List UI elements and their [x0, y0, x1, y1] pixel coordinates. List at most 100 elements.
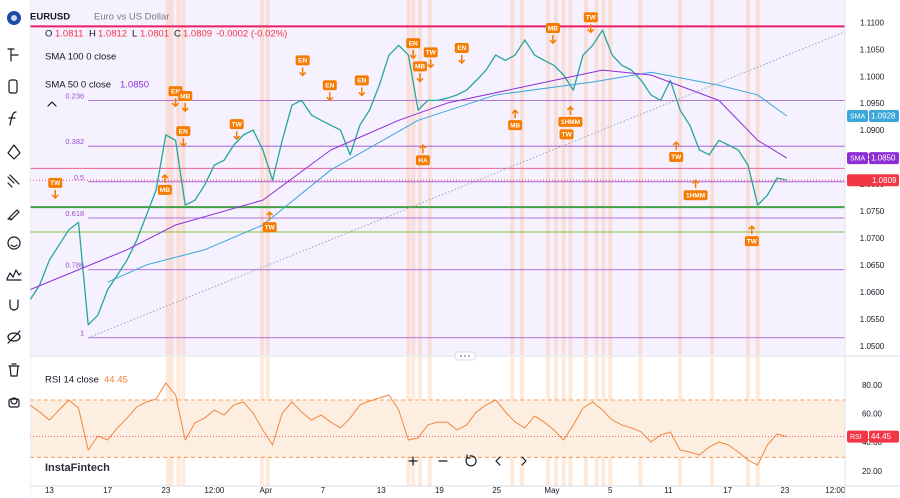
pattern-label-text: MB — [510, 122, 520, 129]
header: EURUSD Euro vs US Dollar O 1.0811 H 1.08… — [30, 12, 287, 474]
rsi-plot — [30, 357, 845, 486]
pattern-arrow — [587, 24, 595, 34]
pattern-label-box — [415, 155, 430, 166]
pattern-label: 1HMM — [683, 179, 708, 201]
x-tick-label: 19 — [435, 486, 444, 495]
pattern-highlight — [745, 0, 750, 355]
badge-box — [869, 430, 899, 443]
last-value-badge: 1.0809 — [847, 174, 899, 187]
tool-trash[interactable] — [8, 363, 20, 377]
y-tick-label: 1.0600 — [860, 288, 885, 297]
pattern-highlight — [678, 0, 683, 355]
plot-background — [30, 0, 845, 355]
pattern-label-text: MB — [160, 187, 170, 194]
ohlc-key: L — [132, 29, 137, 40]
last-value-badge: SMA 1.0928 — [847, 109, 899, 122]
y-tick-label: 1.0500 — [860, 342, 885, 351]
pattern-label-box — [423, 47, 438, 58]
pane-handle[interactable] — [454, 351, 476, 361]
pattern-arrow — [748, 225, 756, 235]
pattern-arrow — [179, 138, 187, 148]
pattern-label-text: EN — [325, 82, 334, 89]
price-plot: 0.2360.3820.50.6180.7861TWENMBENMBTWTWEN… — [30, 0, 845, 355]
scroll-right[interactable] — [521, 456, 527, 466]
rsi-legend-value: 44.45 — [104, 375, 128, 386]
scroll-left[interactable] — [495, 456, 501, 466]
pattern-label: EN — [354, 75, 369, 97]
tool-emoji[interactable] — [7, 236, 21, 250]
pattern-arrow — [427, 59, 435, 69]
pattern-label-box — [262, 222, 277, 233]
rsi-legend[interactable]: RSI 14 close — [45, 375, 99, 386]
pattern-highlight — [608, 0, 613, 355]
x-tick-label: 23 — [161, 486, 170, 495]
pattern-label-text: EN — [457, 45, 466, 52]
sma-legend[interactable]: SMA 50 0 close — [45, 80, 111, 91]
zoom-in[interactable] — [408, 456, 418, 466]
sma-legend-value: 1.0850 — [120, 80, 149, 91]
tool-hide[interactable] — [7, 330, 21, 344]
pattern-label-text: TW — [747, 238, 758, 245]
pattern-label: TW — [423, 47, 438, 69]
pattern-label: TW — [262, 211, 277, 233]
tool-brush[interactable] — [7, 209, 20, 221]
y-tick-label: 1.0750 — [860, 207, 885, 216]
pattern-label-box — [48, 177, 63, 188]
tool-fib[interactable] — [7, 174, 20, 188]
tool-line[interactable] — [8, 79, 18, 94]
ohlc-value: 1.0811 — [55, 29, 83, 40]
badge-box — [847, 430, 868, 443]
pattern-label: TW — [669, 140, 684, 162]
tool-pattern[interactable] — [6, 269, 22, 281]
x-tick-label: 23 — [780, 486, 789, 495]
trendline — [88, 31, 845, 339]
pattern-highlight — [594, 0, 599, 355]
series-line — [30, 29, 787, 326]
x-tick-label: 12:00 — [204, 486, 225, 495]
tool-fx[interactable] — [8, 111, 17, 126]
x-tick-label: May — [544, 486, 559, 495]
pattern-label-box — [295, 55, 310, 66]
series-line — [107, 71, 788, 283]
pattern-label-box — [176, 126, 191, 137]
pattern-highlight — [710, 0, 715, 355]
pattern-arrow — [161, 173, 169, 183]
ohlc-key: H — [89, 29, 96, 40]
pattern-label: MB — [545, 23, 560, 45]
pattern-highlight — [265, 0, 270, 355]
reset[interactable] — [465, 454, 477, 467]
pattern-arrow — [458, 55, 466, 65]
pattern-arrow — [409, 50, 417, 60]
badge-box — [869, 152, 899, 165]
pattern-arrow — [672, 140, 680, 150]
fib-label: 0.618 — [65, 209, 84, 218]
pattern-label: EN — [406, 38, 421, 60]
pattern-label-text: TW — [671, 154, 682, 161]
pattern-label-text: EN — [409, 40, 418, 47]
pattern-highlight — [601, 0, 606, 355]
pattern-label-text: TW — [265, 224, 276, 231]
tool-path[interactable] — [7, 144, 21, 160]
pattern-label-box — [413, 61, 428, 72]
tool-magnet[interactable] — [9, 299, 19, 311]
pattern-arrow — [358, 87, 366, 97]
collapse-button[interactable] — [47, 101, 57, 107]
ohlc-value: 1.0809 — [183, 29, 212, 40]
y-tick-label: 1.0550 — [860, 315, 885, 324]
series-line — [30, 382, 787, 466]
y-tick-label: 1.1100 — [860, 18, 884, 27]
tool-lock[interactable] — [8, 397, 20, 408]
pattern-label-box — [508, 120, 523, 131]
pattern-label: MB — [413, 61, 428, 83]
pattern-label-box — [354, 75, 369, 86]
pattern-arrow — [419, 144, 427, 154]
x-tick-label: 13 — [377, 486, 386, 495]
ohlc-value: 1.0812 — [98, 29, 127, 40]
badge-name: RSI — [850, 434, 862, 441]
sma-legend[interactable]: SMA 100 0 close — [45, 52, 116, 63]
pattern-label: HA — [415, 144, 430, 166]
axes: 1.1100 1.1050 1.1000 1.0950 1.0900 1.0850 1.08… — [45, 18, 899, 495]
pattern-label-box — [744, 236, 759, 247]
tool-crosshair[interactable] — [7, 48, 19, 62]
